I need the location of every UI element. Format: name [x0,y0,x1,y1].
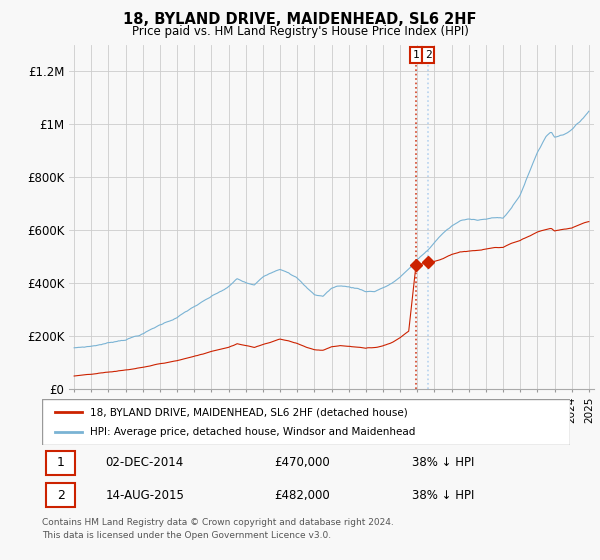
Text: 1: 1 [412,50,419,60]
Bar [46,483,75,507]
Text: £470,000: £470,000 [274,456,330,469]
Text: This data is licensed under the Open Government Licence v3.0.: This data is licensed under the Open Gov… [42,531,331,540]
Text: 18, BYLAND DRIVE, MAIDENHEAD, SL6 2HF (detached house): 18, BYLAND DRIVE, MAIDENHEAD, SL6 2HF (d… [89,407,407,417]
Text: Contains HM Land Registry data © Crown copyright and database right 2024.: Contains HM Land Registry data © Crown c… [42,518,394,527]
Text: 02-DEC-2014: 02-DEC-2014 [106,456,184,469]
Text: 1: 1 [57,456,65,469]
Text: HPI: Average price, detached house, Windsor and Maidenhead: HPI: Average price, detached house, Wind… [89,427,415,437]
Text: 14-AUG-2015: 14-AUG-2015 [106,488,184,502]
Text: 2: 2 [425,50,431,60]
Text: Price paid vs. HM Land Registry's House Price Index (HPI): Price paid vs. HM Land Registry's House … [131,25,469,38]
Text: 18, BYLAND DRIVE, MAIDENHEAD, SL6 2HF: 18, BYLAND DRIVE, MAIDENHEAD, SL6 2HF [123,12,477,27]
Text: £482,000: £482,000 [274,488,330,502]
Text: 2: 2 [57,488,65,502]
Bar [46,451,75,475]
Text: 38% ↓ HPI: 38% ↓ HPI [412,488,474,502]
Text: 38% ↓ HPI: 38% ↓ HPI [412,456,474,469]
